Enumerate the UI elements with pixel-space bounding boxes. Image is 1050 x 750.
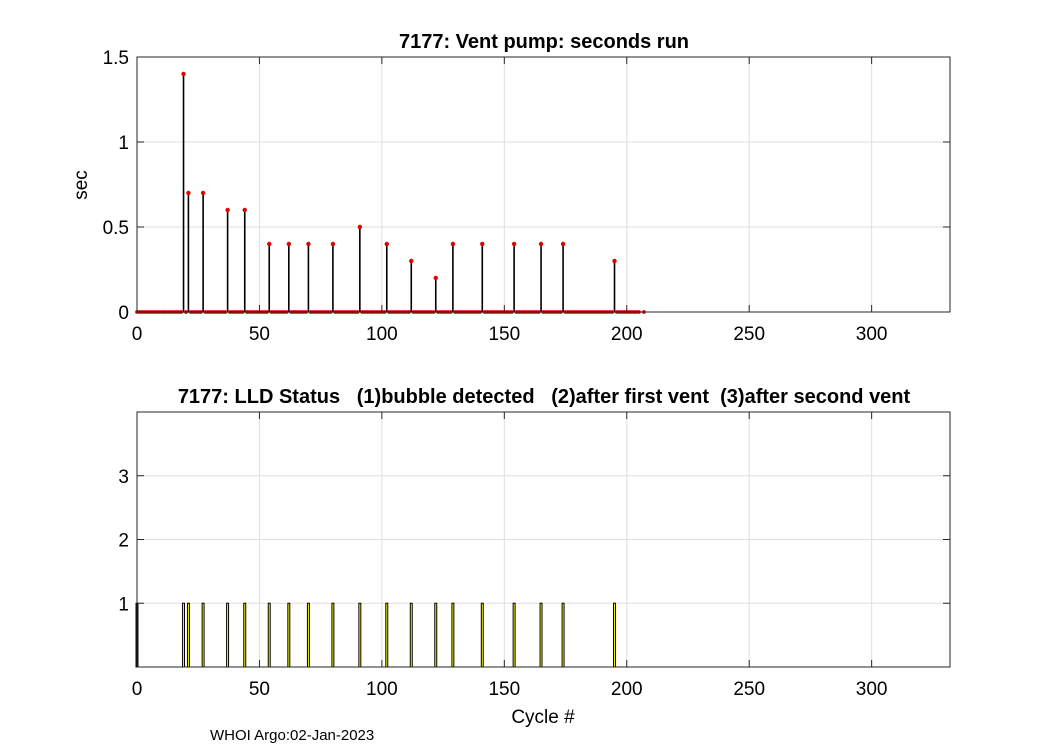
status-bar: [480, 602, 484, 668]
y-tick-label: 1: [118, 133, 129, 154]
plot-background: [137, 57, 950, 312]
y-tick-label: 1.5: [103, 48, 129, 69]
status-bar: [613, 602, 616, 668]
status-bar: [287, 602, 291, 668]
data-point: [225, 207, 230, 213]
status-bar: [358, 602, 362, 668]
status-bar: [306, 602, 310, 668]
x-tick-label: 300: [856, 324, 888, 345]
data-point: [242, 207, 247, 213]
data-point: [267, 241, 272, 247]
footer-credit: WHOI Argo:02-Jan-2023: [210, 727, 375, 744]
y-axis-label: sec: [71, 170, 92, 200]
y-tick-label: 0: [118, 303, 129, 324]
axes-frame: [136, 56, 951, 313]
status-bar: [451, 602, 455, 668]
x-tick-label: 250: [733, 324, 765, 345]
data-point: [330, 241, 336, 247]
x-tick-label: 200: [611, 324, 643, 345]
x-tick-label: 100: [366, 679, 398, 700]
data-point: [538, 241, 544, 247]
data-point: [384, 241, 389, 247]
data-point: [511, 241, 517, 247]
status-bar: [512, 602, 516, 668]
x-tick-label: 50: [249, 324, 270, 345]
status-bar: [243, 602, 247, 668]
chart-title: 7177: LLD Status (1)bubble detected (2)a…: [178, 386, 911, 408]
status-bar: [182, 602, 186, 668]
status-bar: [186, 602, 190, 668]
x-tick-label: 150: [488, 324, 520, 345]
y-tick-label: 2: [118, 531, 129, 552]
y-tick-label: 3: [118, 467, 129, 488]
data-point: [286, 241, 292, 247]
status-bar: [201, 602, 205, 668]
data-point: [306, 241, 311, 247]
data-point: [357, 224, 363, 230]
status-bar: [267, 602, 271, 668]
data-point: [480, 241, 485, 247]
status-bar: [539, 602, 543, 668]
x-tick-label: 250: [733, 679, 765, 700]
x-tick-label: 0: [132, 324, 143, 345]
status-bar: [409, 602, 413, 668]
x-tick-label: 150: [488, 679, 520, 700]
data-point: [181, 71, 186, 77]
chart-title: 7177: Vent pump: seconds run: [399, 31, 689, 53]
plot-area: 0 50 100 150 200 250 300 0 0.5 1 1.5: [103, 48, 951, 345]
status-bar: [385, 602, 389, 668]
status-bar: [331, 602, 335, 668]
status-bar: [226, 602, 230, 668]
data-point: [450, 241, 456, 247]
data-point: [612, 258, 617, 264]
x-tick-label: 50: [249, 679, 270, 700]
x-tick-label: 200: [611, 679, 643, 700]
x-tick-label: 0: [132, 679, 143, 700]
data-point: [409, 258, 414, 264]
data-point: [186, 190, 191, 196]
data-point: [560, 241, 566, 247]
status-bar: [561, 602, 565, 668]
x-tick-label: 300: [856, 679, 888, 700]
data-point: [433, 275, 438, 281]
plot-area: 0 50 100 150 200 250 300 1 2 3: [118, 411, 951, 700]
x-tick-label: 100: [366, 324, 398, 345]
y-tick-label: 1: [118, 594, 129, 615]
x-axis-label: Cycle #: [511, 707, 575, 728]
status-bar: [434, 602, 438, 668]
data-point: [200, 190, 206, 196]
y-tick-label: 0.5: [103, 218, 129, 239]
